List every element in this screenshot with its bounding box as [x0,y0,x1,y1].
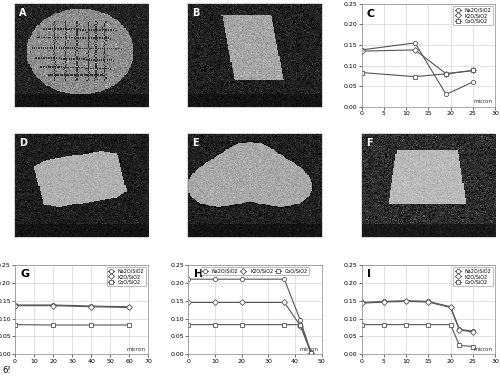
Legend: Na2O/SiO2, K2O/SiO2, CoO/SiO2: Na2O/SiO2, K2O/SiO2, CoO/SiO2 [454,267,492,286]
Text: E: E [192,138,199,149]
Text: 6!: 6! [2,366,11,375]
Text: micron: micron [126,347,146,352]
Text: micron: micron [474,99,492,104]
Text: H: H [194,269,203,279]
Legend: Na2O/SiO2, K2O/SiO2, CoO/SiO2: Na2O/SiO2, K2O/SiO2, CoO/SiO2 [454,6,492,25]
Text: micron: micron [300,347,319,352]
Text: C: C [367,9,375,19]
Text: D: D [19,138,27,149]
Text: F: F [366,138,372,149]
Text: B: B [192,8,200,18]
Text: G: G [20,269,30,279]
Text: I: I [367,269,371,279]
Legend: Na2O/SiO2, K2O/SiO2, CoO/SiO2: Na2O/SiO2, K2O/SiO2, CoO/SiO2 [106,267,146,286]
Text: micron: micron [474,347,492,352]
Legend: Na2O/SiO2, K2O/SiO2, CoO/SiO2: Na2O/SiO2, K2O/SiO2, CoO/SiO2 [200,267,310,275]
Text: A: A [19,8,26,18]
